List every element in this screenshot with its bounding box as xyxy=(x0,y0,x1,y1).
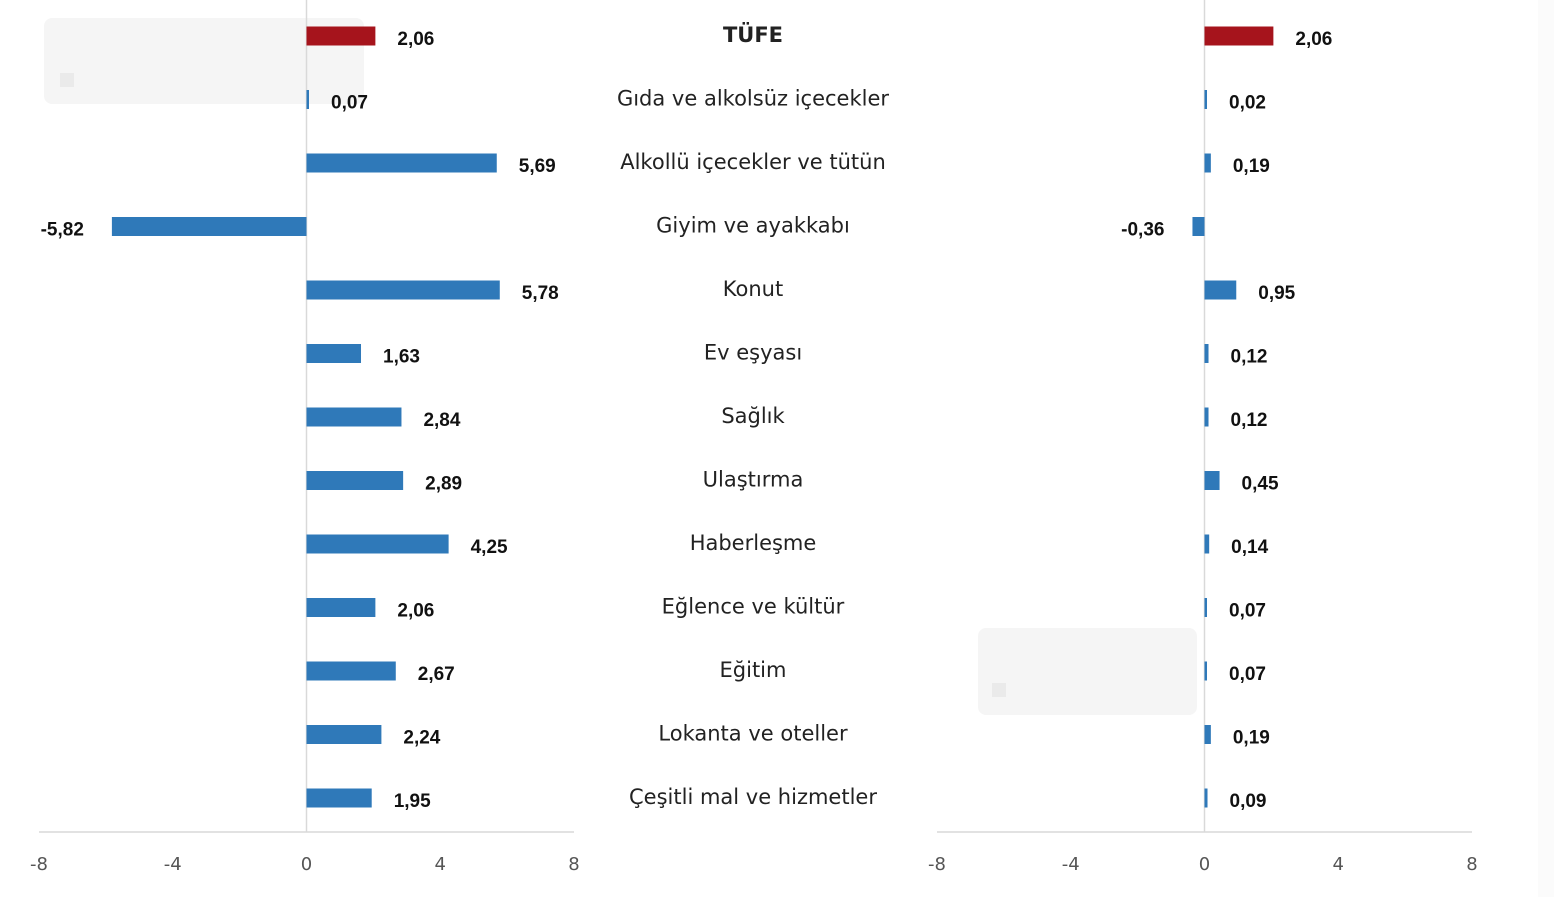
value-label-right: 0,12 xyxy=(1231,347,1268,368)
value-label-right: 0,14 xyxy=(1231,537,1268,558)
bar-left xyxy=(306,725,382,744)
value-label-right: 2,06 xyxy=(1295,29,1332,50)
bar-right xyxy=(1204,90,1207,109)
bar-right xyxy=(1204,344,1209,363)
bar-left xyxy=(306,788,372,808)
bar-right xyxy=(1204,153,1211,173)
x-tick-label-left: -8 xyxy=(30,854,48,875)
category-label: Konut xyxy=(723,277,783,301)
value-label-left: 2,84 xyxy=(423,410,460,431)
bar-left xyxy=(111,217,307,236)
x-tick-label-right: -8 xyxy=(928,854,946,875)
value-label-left: -5,82 xyxy=(41,220,84,241)
category-label: Lokanta ve oteller xyxy=(658,722,848,746)
x-tick-label-right: -4 xyxy=(1062,854,1080,875)
bar-right xyxy=(1204,280,1237,300)
category-label: Haberleşme xyxy=(690,531,817,555)
value-label-right: 0,09 xyxy=(1230,791,1267,812)
category-label: Giyim ve ayakkabı xyxy=(656,214,850,238)
bar-left xyxy=(306,280,500,300)
value-label-right: 0,07 xyxy=(1229,601,1266,622)
bar-left xyxy=(306,407,402,427)
tooltip-swatch xyxy=(60,73,74,87)
x-tick-label-left: 8 xyxy=(568,854,579,875)
bar-right xyxy=(1204,661,1207,681)
value-label-left: 2,06 xyxy=(397,29,434,50)
value-label-right: 0,07 xyxy=(1229,664,1266,685)
category-label: Sağlık xyxy=(721,404,785,428)
bar-right xyxy=(1204,788,1208,808)
bar-left xyxy=(306,598,376,617)
bar-left xyxy=(306,153,497,173)
x-tick-label-right: 4 xyxy=(1333,854,1344,875)
value-label-right: 0,19 xyxy=(1233,156,1270,177)
category-label: Çeşitli mal ve hizmetler xyxy=(629,785,877,809)
bar-right xyxy=(1204,26,1274,46)
bar-left xyxy=(306,90,309,109)
bar-right xyxy=(1204,725,1211,744)
value-label-right: 0,45 xyxy=(1242,474,1279,495)
category-label: Eğlence ve kültür xyxy=(662,595,845,619)
value-label-right: 0,19 xyxy=(1233,728,1270,749)
value-label-left: 0,07 xyxy=(331,93,368,114)
category-label: Gıda ve alkolsüz içecekler xyxy=(617,87,889,111)
value-label-right: 0,95 xyxy=(1258,283,1295,304)
category-label: Ulaştırma xyxy=(703,468,804,492)
category-label: TÜFE xyxy=(723,22,783,47)
x-tick-label-left: 0 xyxy=(301,854,312,875)
bar-left xyxy=(306,26,376,46)
bar-left xyxy=(306,344,362,363)
bar-right xyxy=(1192,217,1205,236)
value-label-left: 2,89 xyxy=(425,474,462,495)
value-label-right: 0,02 xyxy=(1229,93,1266,114)
value-label-left: 1,95 xyxy=(394,791,431,812)
value-label-left: 5,78 xyxy=(522,283,559,304)
bar-right xyxy=(1204,534,1210,554)
value-label-right: -0,36 xyxy=(1121,220,1164,241)
bar-right xyxy=(1204,471,1220,490)
value-label-right: 0,12 xyxy=(1231,410,1268,431)
category-label: Ev eşyası xyxy=(704,341,802,365)
category-label: Eğitim xyxy=(720,658,787,682)
value-label-left: 4,25 xyxy=(471,537,508,558)
x-tick-label-right: 8 xyxy=(1466,854,1477,875)
value-label-left: 2,06 xyxy=(397,601,434,622)
category-label: Alkollü içecekler ve tütün xyxy=(620,150,886,174)
value-label-left: 1,63 xyxy=(383,347,420,368)
tooltip-swatch xyxy=(992,683,1006,697)
x-tick-label-right: 0 xyxy=(1199,854,1210,875)
x-tick-label-left: -4 xyxy=(164,854,182,875)
bar-left xyxy=(306,471,404,490)
value-label-left: 2,24 xyxy=(403,728,440,749)
bar-right xyxy=(1204,407,1209,427)
bar-right xyxy=(1204,598,1207,617)
scrollbar-edge xyxy=(1538,0,1554,897)
value-label-left: 5,69 xyxy=(519,156,556,177)
bar-left xyxy=(306,534,449,554)
x-tick-label-left: 4 xyxy=(435,854,446,875)
bar-left xyxy=(306,661,396,681)
value-label-left: 2,67 xyxy=(418,664,455,685)
tooltip-ghost-right xyxy=(978,628,1197,715)
